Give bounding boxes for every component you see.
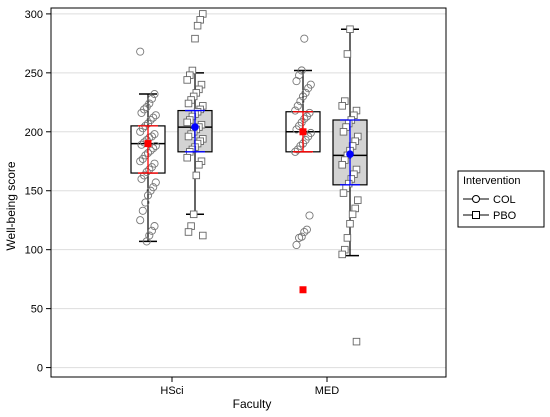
data-point-pbo — [346, 25, 354, 33]
y-axis-label: Well-being score — [4, 161, 18, 250]
y-tick-label: 200 — [25, 127, 43, 139]
data-point-pbo — [343, 234, 352, 242]
data-point-pbo — [192, 171, 201, 180]
data-point-col — [137, 108, 146, 117]
data-point-col — [136, 216, 145, 225]
data-point-pbo — [199, 231, 207, 240]
data-point-col — [305, 211, 314, 220]
data-point-col — [136, 157, 145, 166]
mean-ci-layer — [138, 109, 360, 294]
x-tick-label: MED — [315, 385, 340, 397]
data-point-col — [137, 174, 146, 183]
data-point-pbo — [195, 161, 203, 169]
y-tick-label: 100 — [25, 245, 43, 257]
data-point-col — [293, 145, 302, 154]
data-point-pbo — [339, 128, 348, 136]
point-layer — [136, 10, 362, 346]
plot-frame — [50, 7, 447, 378]
data-point-pbo — [191, 34, 199, 43]
legend-label-pbo: PBO — [493, 210, 517, 222]
data-point-pbo — [183, 153, 191, 162]
data-point-pbo — [354, 196, 362, 204]
data-point-col — [149, 113, 158, 122]
data-point-pbo — [184, 132, 193, 141]
y-tick-label: 250 — [25, 68, 43, 80]
data-point-col — [150, 90, 159, 99]
data-point-pbo — [193, 21, 202, 30]
legend-entry-pbo: PBO — [463, 210, 517, 222]
data-point-col — [149, 144, 158, 153]
data-point-col — [291, 106, 300, 115]
data-point-col — [300, 227, 309, 237]
data-point-col — [136, 47, 145, 56]
data-point-col — [147, 94, 156, 103]
data-point-pbo — [348, 210, 357, 219]
data-point-col — [147, 226, 156, 235]
legend: Intervention COL PBO — [457, 170, 545, 228]
data-point-col — [151, 141, 160, 150]
data-point-col — [143, 191, 153, 200]
data-point-col — [295, 233, 304, 242]
legend-label-col: COL — [493, 194, 516, 206]
data-point-pbo — [338, 250, 346, 259]
data-point-pbo — [189, 210, 198, 219]
data-point-pbo — [339, 189, 348, 197]
legend-title: Intervention — [463, 175, 520, 187]
data-point-col — [146, 186, 155, 195]
data-point-col — [292, 77, 301, 86]
y-tick-label: 150 — [25, 186, 43, 198]
axis-layer: 0 50 100 150 200 250 300 HSci MED — [25, 7, 447, 397]
grid-layer — [51, 13, 446, 369]
mean-marker — [346, 150, 354, 158]
data-point-pbo — [352, 337, 361, 346]
data-point-col — [292, 240, 301, 250]
y-tick-label: 0 — [37, 363, 43, 375]
data-point-col — [138, 206, 147, 215]
mean-marker — [299, 128, 307, 136]
data-point-col — [142, 237, 151, 246]
y-tick-label: 50 — [31, 304, 43, 316]
data-point-col — [151, 111, 160, 120]
data-point-col — [151, 178, 160, 187]
x-tick-label: HSci — [160, 385, 183, 397]
legend-entry-col: COL — [463, 194, 516, 206]
legend-square-marker — [472, 211, 480, 219]
data-point-col — [304, 84, 313, 93]
data-point-pbo — [184, 228, 193, 236]
data-point-col — [141, 198, 150, 207]
data-point-col — [300, 34, 309, 43]
data-point-pbo — [338, 161, 346, 169]
data-point-col — [302, 225, 311, 234]
data-point-col — [136, 127, 145, 136]
data-point-col — [296, 97, 305, 106]
data-point-col — [293, 101, 302, 110]
y-tick-label: 300 — [25, 9, 43, 21]
data-point-pbo — [183, 118, 191, 127]
x-axis-label: Faculty — [233, 397, 272, 411]
mean-marker — [191, 123, 199, 131]
outlier-marker — [299, 286, 307, 294]
data-point-col — [298, 92, 308, 101]
data-point-pbo — [346, 219, 354, 228]
mean-marker — [144, 140, 152, 148]
data-point-pbo — [343, 50, 352, 58]
data-point-col — [138, 154, 147, 163]
data-point-pbo — [184, 99, 193, 108]
data-point-pbo — [183, 76, 191, 84]
data-point-col — [142, 102, 151, 112]
data-point-col — [150, 222, 159, 231]
box-layer — [130, 28, 368, 257]
data-point-pbo — [338, 102, 346, 110]
data-point-col — [297, 66, 306, 75]
legend-circle-marker — [472, 195, 480, 203]
